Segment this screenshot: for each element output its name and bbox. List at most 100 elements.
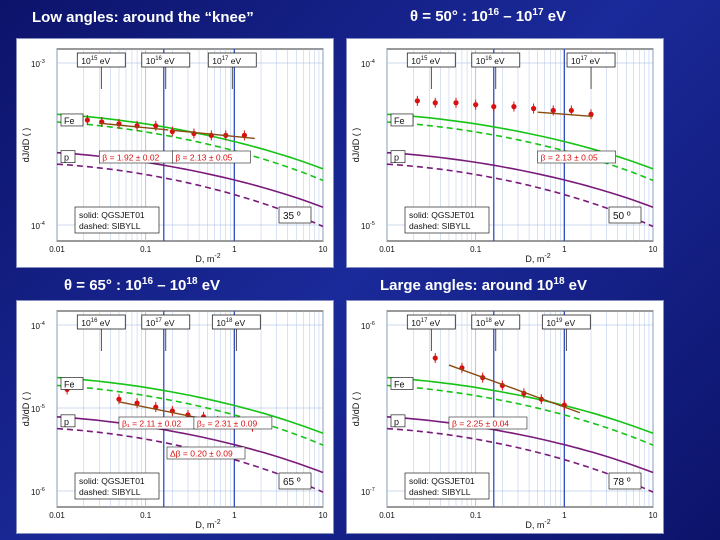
- heading-text: eV: [197, 277, 221, 294]
- angle-label: 65 º: [283, 477, 301, 488]
- y-tick-label: 10-5: [361, 221, 375, 231]
- fe-label: Fe: [394, 116, 405, 126]
- chart-35deg: 10-3 10-4 1015 eV 1016 eV 1017 eV Fe p β = 1.92…: [21, 48, 328, 264]
- fit-label-box: [166, 446, 246, 460]
- fit-label-box: [537, 150, 616, 164]
- x-tick-label: 10: [649, 511, 658, 520]
- x-tick-label: 0.1: [140, 245, 152, 254]
- energy-label: 1018 eV: [216, 318, 245, 328]
- p-label-box: [60, 150, 76, 164]
- angle-label: 78 º: [613, 477, 631, 488]
- energy-label: 1018 eV: [476, 318, 505, 328]
- data-point: [491, 104, 497, 110]
- x-tick-label: 0.1: [470, 511, 482, 520]
- fe-label: Fe: [394, 379, 405, 389]
- p-qgsjet-curve: [386, 416, 654, 474]
- angle-box: [278, 472, 312, 490]
- p-label-box: [60, 414, 76, 428]
- data-point: [116, 396, 122, 402]
- p-sibyll-curve: [56, 163, 324, 228]
- data-point: [414, 98, 420, 104]
- chart-50deg: 10-4 10-5 1015 eV 1016 eV 1017 eV Fe p β = 2.13…: [351, 48, 658, 264]
- x-tick-label: 0.1: [140, 511, 152, 520]
- x-axis-label: D, m-2: [195, 519, 220, 530]
- legend-item: dashed: SIBYLL: [79, 221, 141, 231]
- fit-label: β₂ = 2.31 ± 0.09: [197, 419, 258, 429]
- y-axis-label: dJ/dD ( ): [351, 392, 361, 427]
- fit-label-box: [193, 416, 273, 430]
- heading-text: θ = 65° : 10: [64, 277, 142, 294]
- heading-text: eV: [543, 8, 567, 25]
- energy-label: 1017 eV: [411, 318, 440, 328]
- x-tick-label: 0.01: [49, 245, 65, 254]
- data-point: [169, 128, 175, 135]
- x-tick-label: 1: [562, 511, 567, 520]
- energy-label: 1017 eV: [571, 56, 600, 66]
- energy-label: 1015 eV: [81, 56, 110, 66]
- fe-label: Fe: [64, 379, 75, 389]
- p-label-box: [390, 150, 406, 164]
- legend-item: solid: QGSJET01: [79, 210, 145, 220]
- p-label: p: [394, 153, 399, 163]
- heading-exponent: 18: [186, 276, 198, 287]
- fit-line: [99, 122, 169, 131]
- energy-label: 1016 eV: [81, 318, 110, 328]
- data-point: [432, 100, 438, 106]
- data-point: [473, 102, 479, 108]
- data-point: [550, 107, 556, 114]
- x-axis-label: D, m-2: [195, 253, 220, 264]
- energy-label: 1016 eV: [476, 56, 505, 66]
- chart-panel-35deg: 10-3 10-4 1015 eV 1016 eV 1017 eV Fe p β = 1.92…: [16, 38, 334, 268]
- fe-sibyll-curve: [386, 384, 654, 446]
- data-point: [511, 104, 517, 110]
- fe-label-box: [60, 113, 84, 127]
- legend-box: [74, 472, 160, 500]
- angle-label: 35 º: [283, 211, 301, 222]
- y-tick-label: 10-3: [31, 59, 45, 69]
- fit-label: β = 2.13 ± 0.05: [175, 153, 232, 163]
- chart-65deg: 10-4 10-5 10-6 1016 eV 1017 eV 1018 eV Fe p β₁ =…: [21, 310, 328, 530]
- data-point: [432, 355, 438, 361]
- fit-line: [172, 129, 255, 140]
- heading-exponent: 18: [553, 276, 565, 287]
- fit-label: β = 2.13 ± 0.05: [541, 153, 598, 163]
- heading-text: θ = 50° : 10: [410, 8, 488, 25]
- heading-text: eV: [564, 277, 588, 294]
- legend-item: dashed: SIBYLL: [409, 221, 471, 231]
- x-tick-label: 10: [649, 245, 658, 254]
- heading-top-right: θ = 50° : 1016 – 1017 eV: [410, 7, 566, 25]
- fe-sibyll-curve: [56, 384, 324, 446]
- legend-item: solid: QGSJET01: [409, 210, 475, 220]
- energy-label: 1016 eV: [146, 56, 175, 66]
- x-tick-label: 1: [562, 245, 567, 254]
- x-tick-label: 0.01: [379, 245, 395, 254]
- heading-text: Large angles: around 10: [380, 277, 554, 294]
- fit-label-box: [448, 416, 528, 430]
- data-point: [530, 105, 537, 112]
- y-tick-label: 10-5: [31, 404, 45, 414]
- heading-exponent: 16: [141, 276, 154, 287]
- y-tick-label: 10-4: [31, 221, 45, 231]
- fit-label: β₁ = 2.11 ± 0.02: [122, 419, 182, 429]
- energy-label: 1017 eV: [146, 318, 175, 328]
- x-axis-label: D, m-2: [525, 253, 550, 264]
- legend-item: solid: QGSJET01: [409, 476, 475, 486]
- heading-text: – 10: [499, 8, 533, 25]
- heading-bottom-left: θ = 65° : 1016 – 1018 eV: [64, 276, 220, 294]
- chart-panel-78deg: 10-6 10-7 1017 eV 1018 eV 1019 eV Fe p β = 2.25…: [346, 300, 664, 534]
- legend-box: [74, 206, 160, 234]
- x-tick-label: 1: [232, 511, 237, 520]
- fit-label-box: [172, 150, 251, 164]
- fe-qgsjet-curve: [56, 376, 324, 435]
- fe-label-box: [60, 377, 84, 390]
- fe-qgsjet-curve: [386, 376, 654, 435]
- fe-label-box: [390, 113, 414, 127]
- energy-label: 1015 eV: [411, 56, 440, 66]
- p-label-box: [390, 414, 406, 428]
- data-point: [153, 123, 159, 129]
- legend-item: dashed: SIBYLL: [409, 487, 471, 497]
- fit-label: Δβ = 0.20 ± 0.09: [170, 449, 233, 459]
- p-qgsjet-curve: [386, 151, 654, 209]
- x-tick-label: 0.01: [379, 511, 395, 520]
- energy-label: 1019 eV: [546, 318, 575, 328]
